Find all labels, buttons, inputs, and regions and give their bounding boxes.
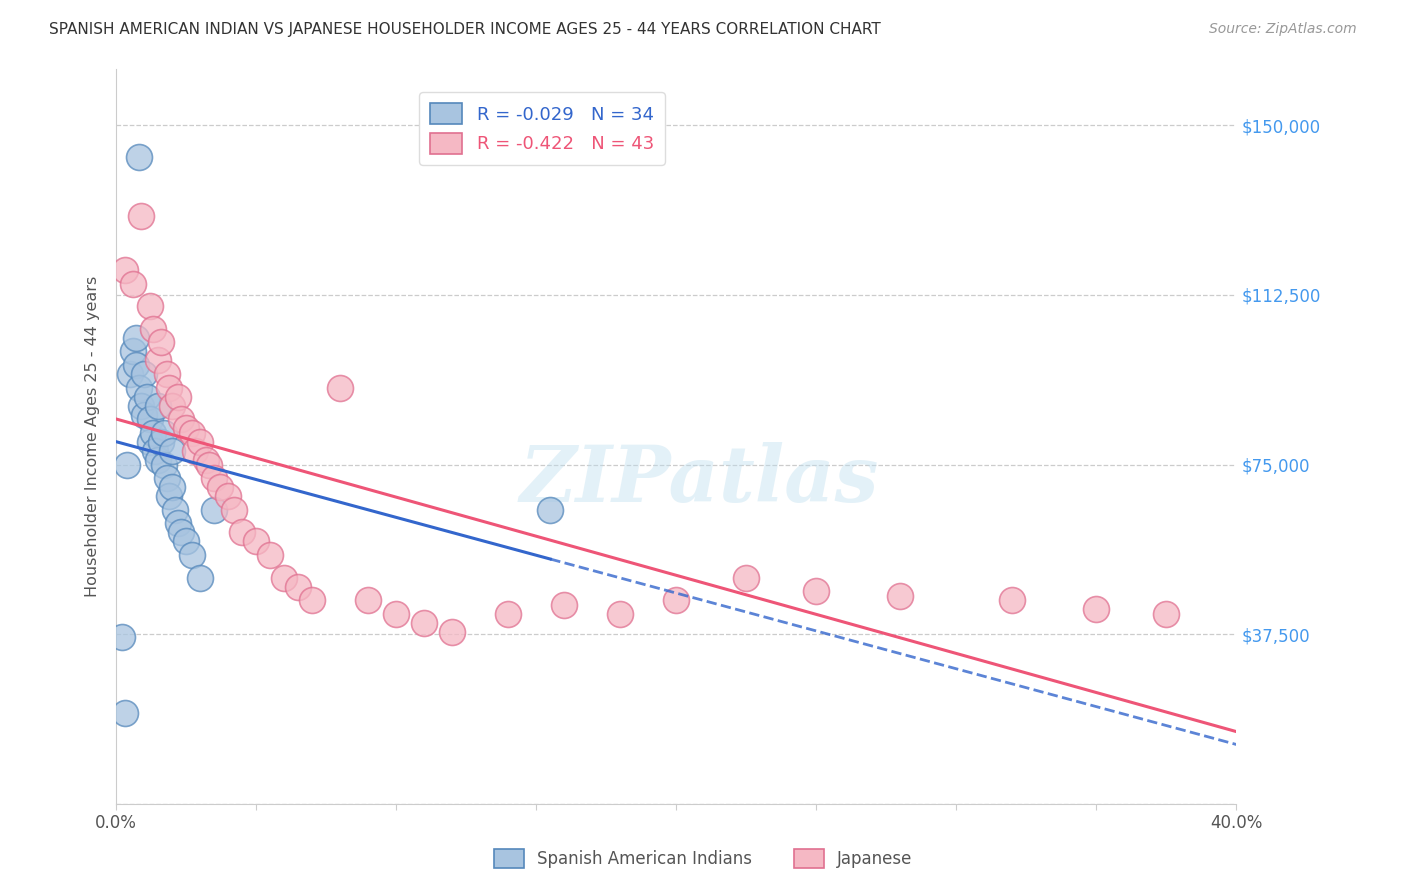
Point (150, 335, 173, 350)
Point (183, 444, 205, 458)
Point (167, 390, 190, 404)
Point (131, 399, 153, 413)
Point (609, 607, 631, 621)
Point (385, 607, 408, 621)
Point (188, 434, 211, 449)
Point (1001, 593, 1024, 607)
Point (180, 425, 202, 440)
Point (170, 525, 193, 540)
Point (153, 458, 176, 472)
Point (165, 503, 187, 517)
Point (125, 358, 148, 372)
Point (139, 299, 162, 313)
Point (413, 615, 436, 630)
Point (889, 589, 911, 603)
Point (145, 444, 167, 458)
Point (553, 598, 575, 612)
Point (156, 367, 179, 381)
Point (128, 150, 150, 164)
Point (194, 453, 217, 467)
Point (1085, 602, 1108, 616)
Point (441, 625, 464, 640)
Point (159, 381, 181, 395)
Text: ZIPatlas: ZIPatlas (519, 442, 879, 518)
Point (150, 434, 173, 449)
Point (162, 444, 184, 458)
Legend: R = -0.029   N = 34, R = -0.422   N = 43: R = -0.029 N = 34, R = -0.422 N = 43 (419, 92, 665, 165)
Point (162, 480, 184, 494)
Point (202, 503, 225, 517)
Point (222, 503, 245, 517)
Point (134, 408, 156, 422)
Y-axis label: Householder Income Ages 25 - 44 years: Householder Income Ages 25 - 44 years (86, 276, 100, 597)
Point (1156, 607, 1178, 621)
Point (134, 367, 156, 381)
Point (231, 525, 253, 540)
Point (139, 434, 162, 449)
Point (357, 593, 380, 607)
Legend: Spanish American Indians, Japanese: Spanish American Indians, Japanese (486, 842, 920, 875)
Point (162, 399, 184, 413)
Point (806, 584, 828, 599)
Point (208, 480, 231, 494)
Point (148, 453, 170, 467)
Point (498, 607, 520, 621)
Point (122, 344, 145, 359)
Point (125, 331, 148, 345)
Point (538, 503, 561, 517)
Point (128, 381, 150, 395)
Point (153, 425, 176, 440)
Point (136, 390, 159, 404)
Point (142, 322, 165, 336)
Point (301, 593, 323, 607)
Point (735, 571, 758, 585)
Text: Source: ZipAtlas.com: Source: ZipAtlas.com (1209, 22, 1357, 37)
Point (148, 399, 170, 413)
Point (114, 706, 136, 721)
Point (259, 548, 281, 562)
Point (159, 489, 181, 503)
Point (170, 412, 193, 426)
Point (287, 580, 309, 594)
Point (197, 458, 219, 472)
Point (142, 425, 165, 440)
Point (122, 277, 145, 291)
Point (156, 471, 179, 485)
Point (245, 534, 267, 549)
Point (202, 471, 225, 485)
Point (111, 630, 134, 644)
Point (167, 516, 190, 531)
Point (188, 571, 211, 585)
Point (131, 209, 153, 223)
Point (180, 548, 202, 562)
Point (665, 593, 688, 607)
Text: SPANISH AMERICAN INDIAN VS JAPANESE HOUSEHOLDER INCOME AGES 25 - 44 YEARS CORREL: SPANISH AMERICAN INDIAN VS JAPANESE HOUS… (49, 22, 882, 37)
Point (117, 458, 139, 472)
Point (273, 571, 295, 585)
Point (114, 263, 136, 277)
Point (148, 353, 170, 368)
Point (120, 367, 142, 381)
Point (329, 381, 352, 395)
Point (174, 534, 197, 549)
Point (139, 412, 162, 426)
Point (217, 489, 239, 503)
Point (174, 421, 197, 435)
